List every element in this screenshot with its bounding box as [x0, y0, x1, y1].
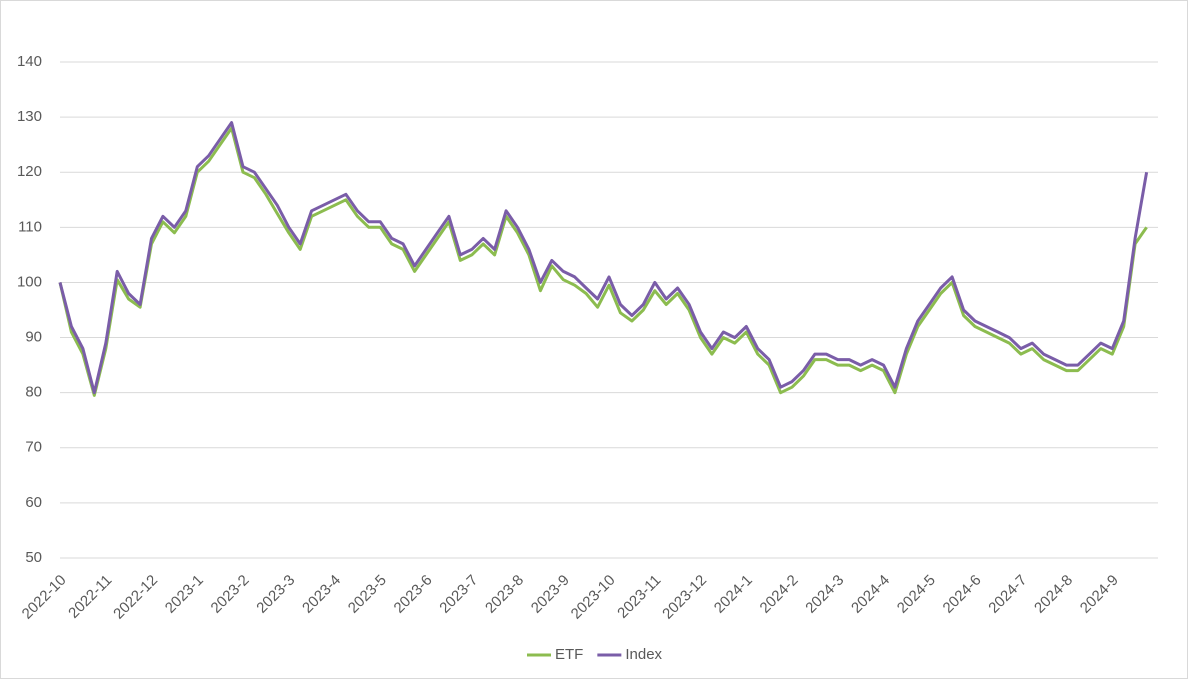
y-tick-label: 80 — [25, 384, 42, 401]
legend-label: Index — [625, 646, 662, 663]
y-tick-label: 50 — [25, 549, 42, 566]
y-tick-label: 120 — [17, 163, 42, 180]
y-tick-label: 60 — [25, 494, 42, 511]
y-tick-label: 100 — [17, 273, 42, 290]
y-tick-label: 90 — [25, 329, 42, 346]
legend-label: ETF — [555, 646, 583, 663]
series-line — [58, 121, 1149, 395]
y-tick-label: 110 — [18, 218, 42, 235]
y-tick-label: 140 — [17, 53, 42, 70]
y-tick-label: 70 — [25, 439, 42, 456]
y-tick-label: 130 — [17, 108, 42, 125]
